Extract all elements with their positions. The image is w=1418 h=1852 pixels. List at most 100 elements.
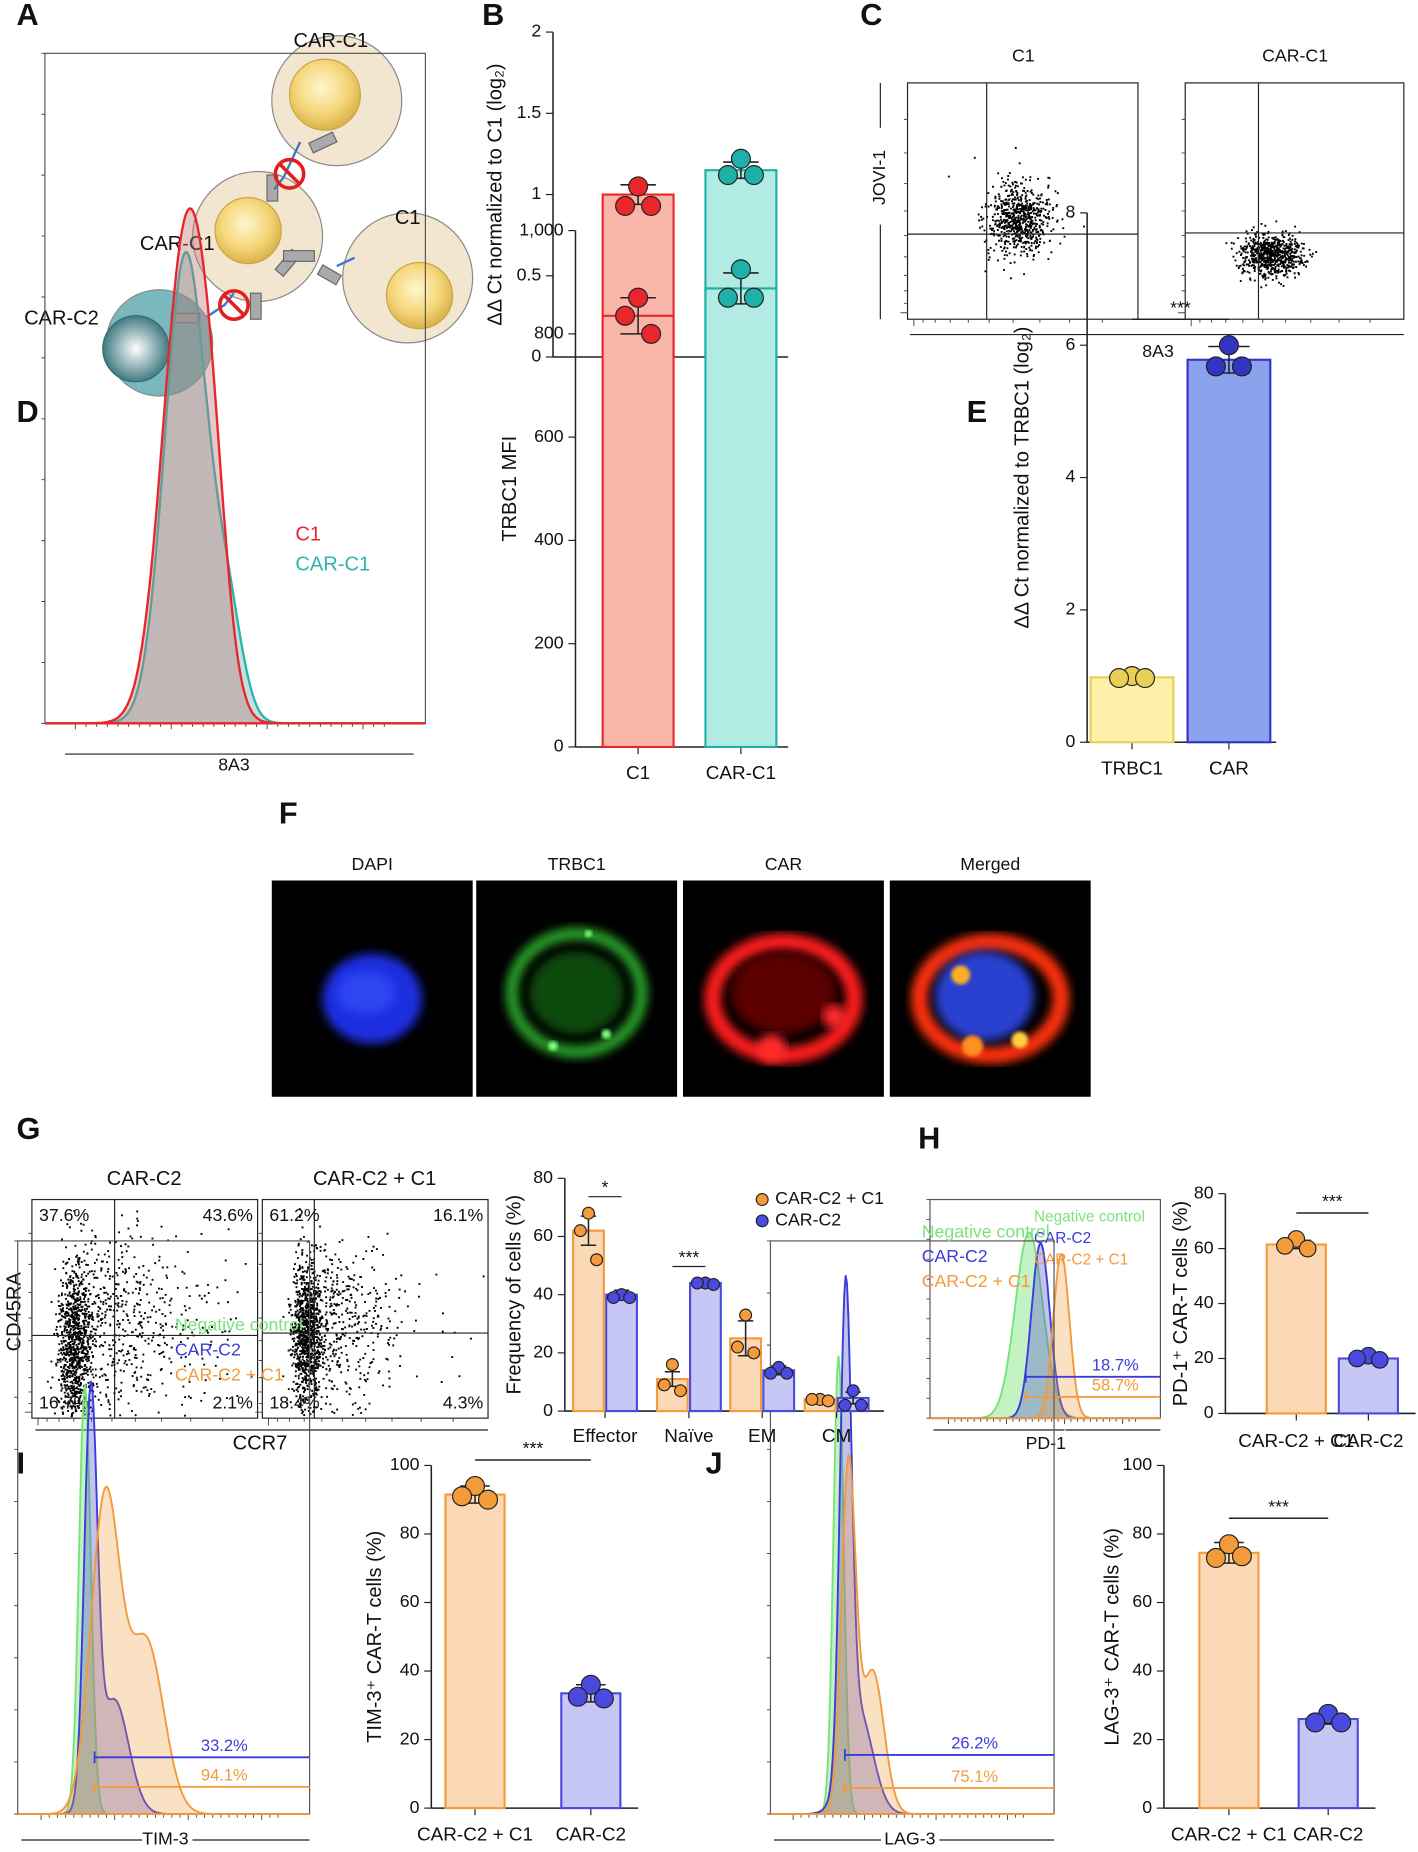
data-point bbox=[581, 1206, 595, 1220]
event-dots bbox=[46, 1210, 253, 1418]
quadrant-value: 4.3% bbox=[443, 1393, 484, 1413]
stain bbox=[730, 951, 837, 1035]
cell-label: CAR-C1 bbox=[140, 233, 215, 255]
plot-frame bbox=[1184, 82, 1405, 320]
legend-entry: CAR-C2 + C1 bbox=[922, 1271, 1031, 1291]
data-point bbox=[764, 1366, 778, 1380]
y-tick-label: 1.5 bbox=[517, 102, 542, 122]
x-tick-label: CAR-C2 bbox=[1293, 1824, 1363, 1845]
panel-letter: D bbox=[17, 394, 39, 429]
stain bbox=[529, 951, 624, 1035]
x-tick-label: CAR-C2 + C1 bbox=[417, 1824, 533, 1845]
x-tick-label: EM bbox=[748, 1426, 776, 1447]
y-tick-label: 4 bbox=[1065, 466, 1075, 486]
data-point bbox=[641, 195, 662, 216]
axis-ticks bbox=[1178, 118, 1371, 327]
axis-ticks bbox=[766, 1240, 1024, 1820]
y-axis-label: Frequency of cells (%) bbox=[504, 1195, 526, 1395]
y-tick-label: 8 bbox=[1065, 202, 1075, 222]
y-tick-label: 0 bbox=[1142, 1797, 1152, 1817]
data-point bbox=[1205, 1547, 1226, 1568]
y-tick-label: 40 bbox=[533, 1283, 553, 1303]
axis-ticks bbox=[926, 1199, 1136, 1425]
stain bbox=[584, 930, 593, 938]
image-title: DAPI bbox=[352, 854, 393, 874]
x-tick-label: CAR-C2 bbox=[556, 1824, 626, 1845]
axis-ticks bbox=[255, 1232, 454, 1426]
data-point bbox=[477, 1489, 499, 1510]
data-point bbox=[673, 1384, 687, 1398]
axis-label: PD-1 bbox=[1026, 1433, 1066, 1453]
gate-value: 26.2% bbox=[951, 1734, 998, 1753]
data-point bbox=[657, 1378, 671, 1392]
panel-letter: H bbox=[918, 1121, 940, 1156]
plot-frame bbox=[769, 1240, 1055, 1815]
stain bbox=[757, 1034, 786, 1063]
plot-frame bbox=[261, 1198, 489, 1419]
x-tick-label: Effector bbox=[573, 1426, 638, 1447]
y-tick-label: 60 bbox=[400, 1591, 420, 1611]
data-point bbox=[717, 165, 738, 186]
data-point bbox=[731, 1340, 745, 1354]
image-title: CAR bbox=[765, 854, 802, 874]
panel-letter: B bbox=[482, 0, 504, 32]
x-tick-label: Naïve bbox=[664, 1426, 713, 1447]
stain bbox=[505, 927, 648, 1058]
legend-entry: CAR-C1 bbox=[295, 553, 370, 575]
x-tick-label: C1 bbox=[626, 763, 650, 784]
image-title: TRBC1 bbox=[548, 854, 606, 874]
y-tick-label: 2 bbox=[531, 21, 541, 41]
data-point bbox=[1231, 1546, 1252, 1567]
data-point bbox=[580, 1674, 601, 1695]
data-point bbox=[451, 1486, 473, 1507]
data-point bbox=[1331, 1712, 1352, 1733]
axis-label: 8A3 bbox=[218, 755, 250, 775]
y-axis-label: ΔΔ Ct normalized to TRBC1 (log₂) bbox=[1012, 327, 1034, 629]
gate-value: 58.7% bbox=[1092, 1376, 1139, 1395]
data-point bbox=[567, 1686, 588, 1707]
legend-entry: CAR-C2 + C1 bbox=[775, 1188, 884, 1208]
y-tick-label: 200 bbox=[534, 632, 564, 652]
gate-value: 75.1% bbox=[951, 1767, 998, 1786]
gate-value: 94.1% bbox=[201, 1766, 248, 1785]
y-tick-label: 80 bbox=[400, 1523, 420, 1543]
data-point bbox=[1134, 668, 1156, 689]
data-point bbox=[1276, 1236, 1294, 1255]
legend-entry: CAR-C2 bbox=[922, 1246, 988, 1266]
stain bbox=[911, 933, 1070, 1064]
axis-ticks bbox=[24, 1232, 224, 1426]
plot-title: CAR-C2 bbox=[107, 1168, 182, 1190]
y-axis-label: TRBC1 MFI bbox=[499, 436, 521, 542]
y-tick-label: 20 bbox=[1132, 1728, 1152, 1748]
y-tick-label: 1 bbox=[531, 183, 541, 203]
axis-label: JOVI-1 bbox=[869, 150, 889, 205]
data-point bbox=[665, 1358, 679, 1372]
cell-diagram bbox=[102, 35, 474, 397]
x-tick-label: CAR-C2 + C1 bbox=[1238, 1431, 1354, 1452]
y-tick-label: 40 bbox=[1132, 1660, 1152, 1680]
axis-label: LAG-3 bbox=[884, 1829, 935, 1849]
legend-entry: Negative control bbox=[1034, 1208, 1145, 1225]
y-axis-label: TIM-3⁺ CAR-T cells (%) bbox=[364, 1531, 386, 1743]
y-tick-label: 0 bbox=[543, 1400, 553, 1420]
panel-letter: A bbox=[17, 0, 39, 32]
panel-letter: E bbox=[967, 394, 988, 429]
plot-title: CAR-C2 + C1 bbox=[313, 1168, 436, 1190]
y-tick-label: 60 bbox=[1194, 1237, 1214, 1257]
y-tick-label: 0 bbox=[531, 346, 541, 366]
bar bbox=[1089, 676, 1175, 744]
data-point bbox=[739, 1308, 753, 1322]
y-tick-label: 20 bbox=[1194, 1347, 1214, 1367]
data-point bbox=[854, 1398, 868, 1412]
data-point bbox=[780, 1366, 794, 1380]
quadrant-value: 61.2% bbox=[269, 1205, 319, 1225]
y-tick-label: 6 bbox=[1065, 334, 1075, 354]
axis-ticks bbox=[900, 118, 1103, 327]
bar bbox=[1337, 1357, 1399, 1415]
data-point bbox=[730, 148, 751, 169]
data-point bbox=[590, 1253, 604, 1267]
histogram-curve bbox=[44, 207, 426, 725]
y-tick-label: 20 bbox=[533, 1342, 553, 1362]
data-point bbox=[1305, 1712, 1326, 1733]
axis-label: TIM-3 bbox=[142, 1829, 188, 1849]
